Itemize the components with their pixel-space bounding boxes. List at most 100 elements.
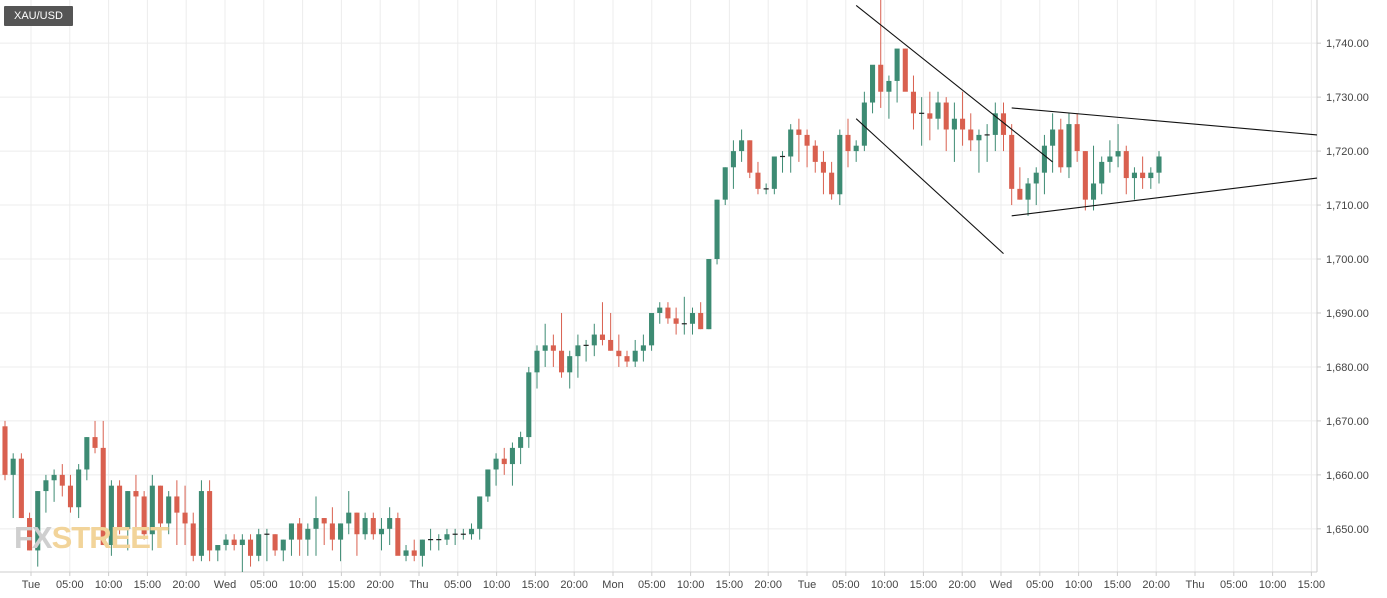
candle-up bbox=[493, 458, 499, 470]
candle-down bbox=[960, 118, 966, 130]
candle-up bbox=[951, 118, 957, 130]
y-tick-label: 1,670.00 bbox=[1326, 416, 1369, 428]
candle-up bbox=[10, 458, 16, 475]
x-tick-label: 20:00 bbox=[560, 579, 588, 591]
candle-up bbox=[477, 496, 483, 529]
candle-down bbox=[1009, 134, 1015, 189]
candle-down bbox=[673, 318, 679, 324]
x-tick-label: 15:00 bbox=[328, 579, 356, 591]
pennant-lower bbox=[1011, 177, 1318, 217]
falling-channel-upper bbox=[855, 4, 1053, 163]
candle-up bbox=[378, 528, 385, 535]
candle-up bbox=[837, 134, 843, 195]
candle-up bbox=[657, 307, 663, 313]
candle-up bbox=[362, 518, 368, 535]
candle-down bbox=[878, 64, 884, 92]
candle-up bbox=[1090, 183, 1097, 200]
x-tick-label: 10:00 bbox=[677, 579, 705, 591]
candle-up bbox=[346, 512, 352, 524]
candle-down bbox=[747, 140, 753, 173]
candle-up bbox=[403, 550, 409, 556]
candle-up bbox=[706, 259, 712, 330]
candle-down bbox=[117, 485, 123, 529]
y-tick-label: 1,680.00 bbox=[1326, 362, 1369, 374]
candle-up bbox=[280, 539, 286, 551]
x-tick-label: 05:00 bbox=[638, 579, 666, 591]
x-tick-label: Tue bbox=[22, 579, 41, 591]
candle-up bbox=[714, 199, 720, 260]
candle-down bbox=[1140, 172, 1146, 179]
y-tick-label: 1,710.00 bbox=[1326, 200, 1369, 212]
grid-lines bbox=[0, 0, 1317, 572]
candle-down bbox=[370, 518, 376, 535]
y-tick-label: 1,700.00 bbox=[1326, 254, 1369, 266]
candle-up bbox=[534, 350, 540, 373]
candle-up bbox=[166, 496, 172, 524]
candle-up bbox=[43, 480, 49, 492]
pennant-upper bbox=[1011, 107, 1318, 136]
symbol-tag: XAU/USD bbox=[4, 6, 73, 26]
candle-down bbox=[820, 161, 826, 173]
candle-up bbox=[256, 534, 262, 556]
x-axis: Tue 05:00 10:00 15:00 20:00 Wed 05:00 10:00 15:0… bbox=[0, 571, 1325, 591]
watermark-brand-b: STREET bbox=[51, 520, 169, 555]
candle-up bbox=[387, 518, 393, 529]
candle-up bbox=[730, 151, 736, 168]
candle-up bbox=[771, 156, 777, 189]
candle-down bbox=[616, 350, 622, 357]
y-tick-label: 1,740.00 bbox=[1326, 38, 1369, 50]
x-tick-label: 10:00 bbox=[483, 579, 511, 591]
x-tick-label: 10:00 bbox=[95, 579, 123, 591]
candle-down bbox=[18, 458, 24, 519]
candle-up bbox=[239, 539, 245, 546]
candle-up bbox=[722, 167, 728, 200]
x-tick-label: 15:00 bbox=[522, 579, 550, 591]
candle-down bbox=[2, 426, 8, 475]
x-tick-label: 20:00 bbox=[754, 579, 782, 591]
candle-up bbox=[861, 102, 867, 146]
candle-down bbox=[207, 491, 213, 551]
candle-down bbox=[92, 437, 98, 448]
candle-down bbox=[59, 474, 65, 486]
watermark-brand-a: FX bbox=[14, 520, 53, 555]
candle-up bbox=[542, 345, 548, 351]
candle-up bbox=[788, 129, 794, 157]
candle-up bbox=[1033, 172, 1039, 184]
candle-up bbox=[894, 48, 900, 81]
y-tick-label: 1,650.00 bbox=[1326, 524, 1369, 536]
candle-down bbox=[550, 345, 556, 351]
candle-up bbox=[198, 491, 204, 556]
candle-up bbox=[108, 485, 114, 546]
candle-down bbox=[395, 518, 401, 556]
fxstreet-watermark: FXSTREET bbox=[14, 520, 169, 556]
x-tick-label: 15:00 bbox=[134, 579, 162, 591]
candle-up bbox=[976, 134, 982, 141]
y-tick-label: 1,720.00 bbox=[1326, 146, 1369, 158]
candle-down bbox=[599, 334, 605, 340]
candle-up bbox=[485, 469, 491, 497]
y-axis: 1,650.00 1,660.00 1,670.00 1,680.00 1,690.00… bbox=[1316, 0, 1369, 572]
candle-down bbox=[174, 496, 180, 513]
candle-up bbox=[640, 345, 646, 351]
candle-up bbox=[468, 528, 475, 535]
candle-up bbox=[35, 491, 41, 551]
x-tick-label: 15:00 bbox=[1104, 579, 1132, 591]
candle-down bbox=[411, 550, 417, 556]
candle-down bbox=[354, 512, 360, 535]
x-tick-label: 15:00 bbox=[716, 579, 744, 591]
candle-up bbox=[870, 64, 876, 103]
falling-channel-lower bbox=[855, 118, 1004, 255]
candle-down bbox=[157, 485, 164, 524]
candle-down bbox=[902, 48, 908, 92]
candle-down bbox=[1058, 129, 1064, 168]
candle-up bbox=[575, 345, 581, 357]
x-tick-label: 05:00 bbox=[250, 579, 278, 591]
candle-up bbox=[1156, 156, 1162, 173]
x-tick-label: 10:00 bbox=[1065, 579, 1093, 591]
candle-up bbox=[76, 469, 82, 508]
candle-up bbox=[509, 447, 515, 465]
candle-up bbox=[419, 539, 425, 556]
candle-down bbox=[812, 145, 818, 162]
candle-up bbox=[886, 80, 892, 92]
